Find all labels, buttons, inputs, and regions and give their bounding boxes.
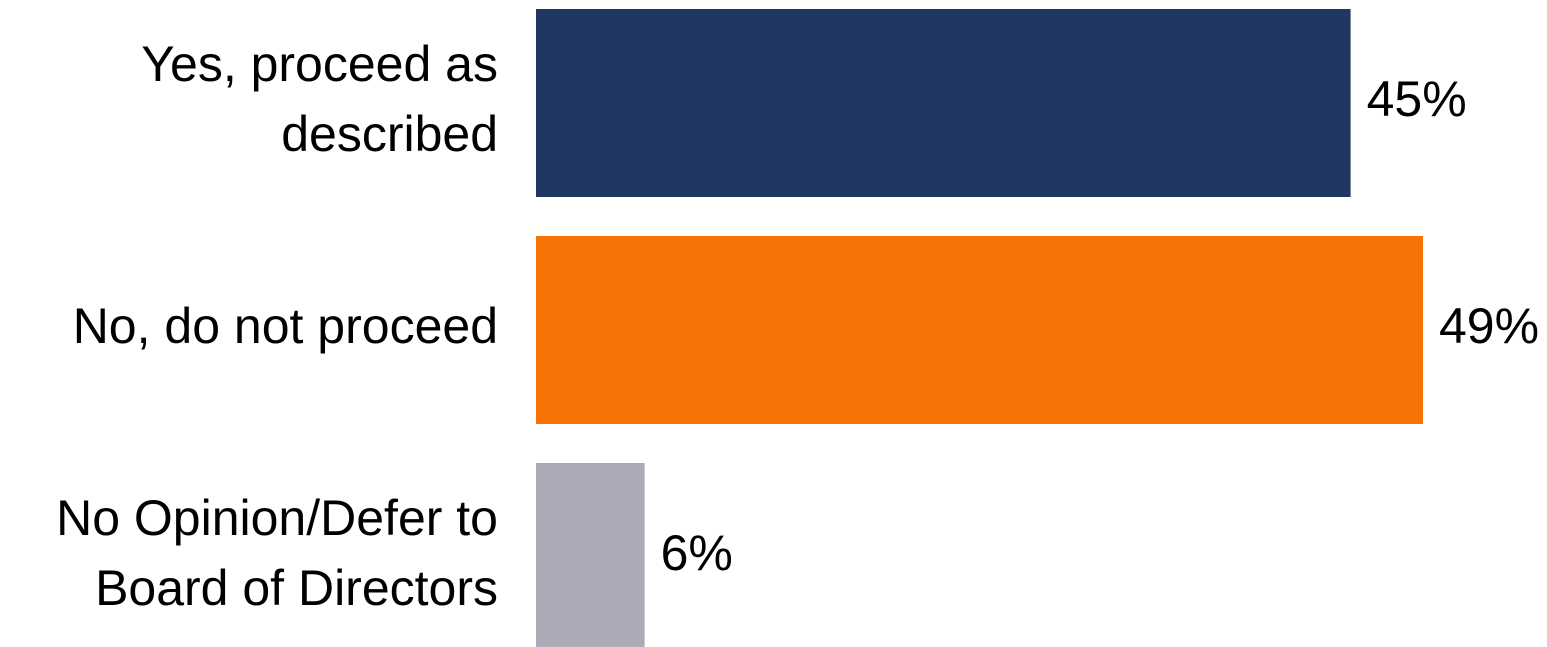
bar-2 xyxy=(536,236,1423,424)
category-label-line: described xyxy=(281,106,498,162)
value-label-1: 45% xyxy=(1367,71,1467,127)
bar-3 xyxy=(536,463,645,647)
category-label-line: Yes, proceed as xyxy=(141,36,498,92)
category-label-1: Yes, proceed as described xyxy=(141,36,498,162)
bar-1 xyxy=(536,9,1351,197)
category-label-line: No, do not proceed xyxy=(73,298,498,354)
category-label-line: No Opinion/Defer to xyxy=(56,490,498,546)
category-label-line: Board of Directors xyxy=(95,560,498,616)
category-label-2: No, do not proceed xyxy=(73,298,498,354)
value-label-2: 49% xyxy=(1439,298,1539,354)
value-label-3: 6% xyxy=(661,525,733,581)
category-label-3: No Opinion/Defer to Board of Directors xyxy=(56,490,498,616)
